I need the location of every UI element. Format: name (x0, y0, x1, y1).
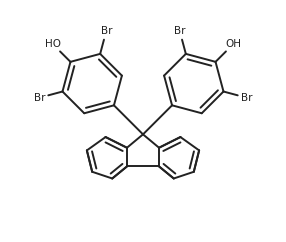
Text: Br: Br (241, 93, 253, 103)
Text: Br: Br (33, 93, 45, 103)
Text: Br: Br (174, 26, 185, 36)
Text: HO: HO (45, 39, 61, 49)
Text: OH: OH (225, 39, 241, 49)
Text: Br: Br (101, 26, 112, 36)
